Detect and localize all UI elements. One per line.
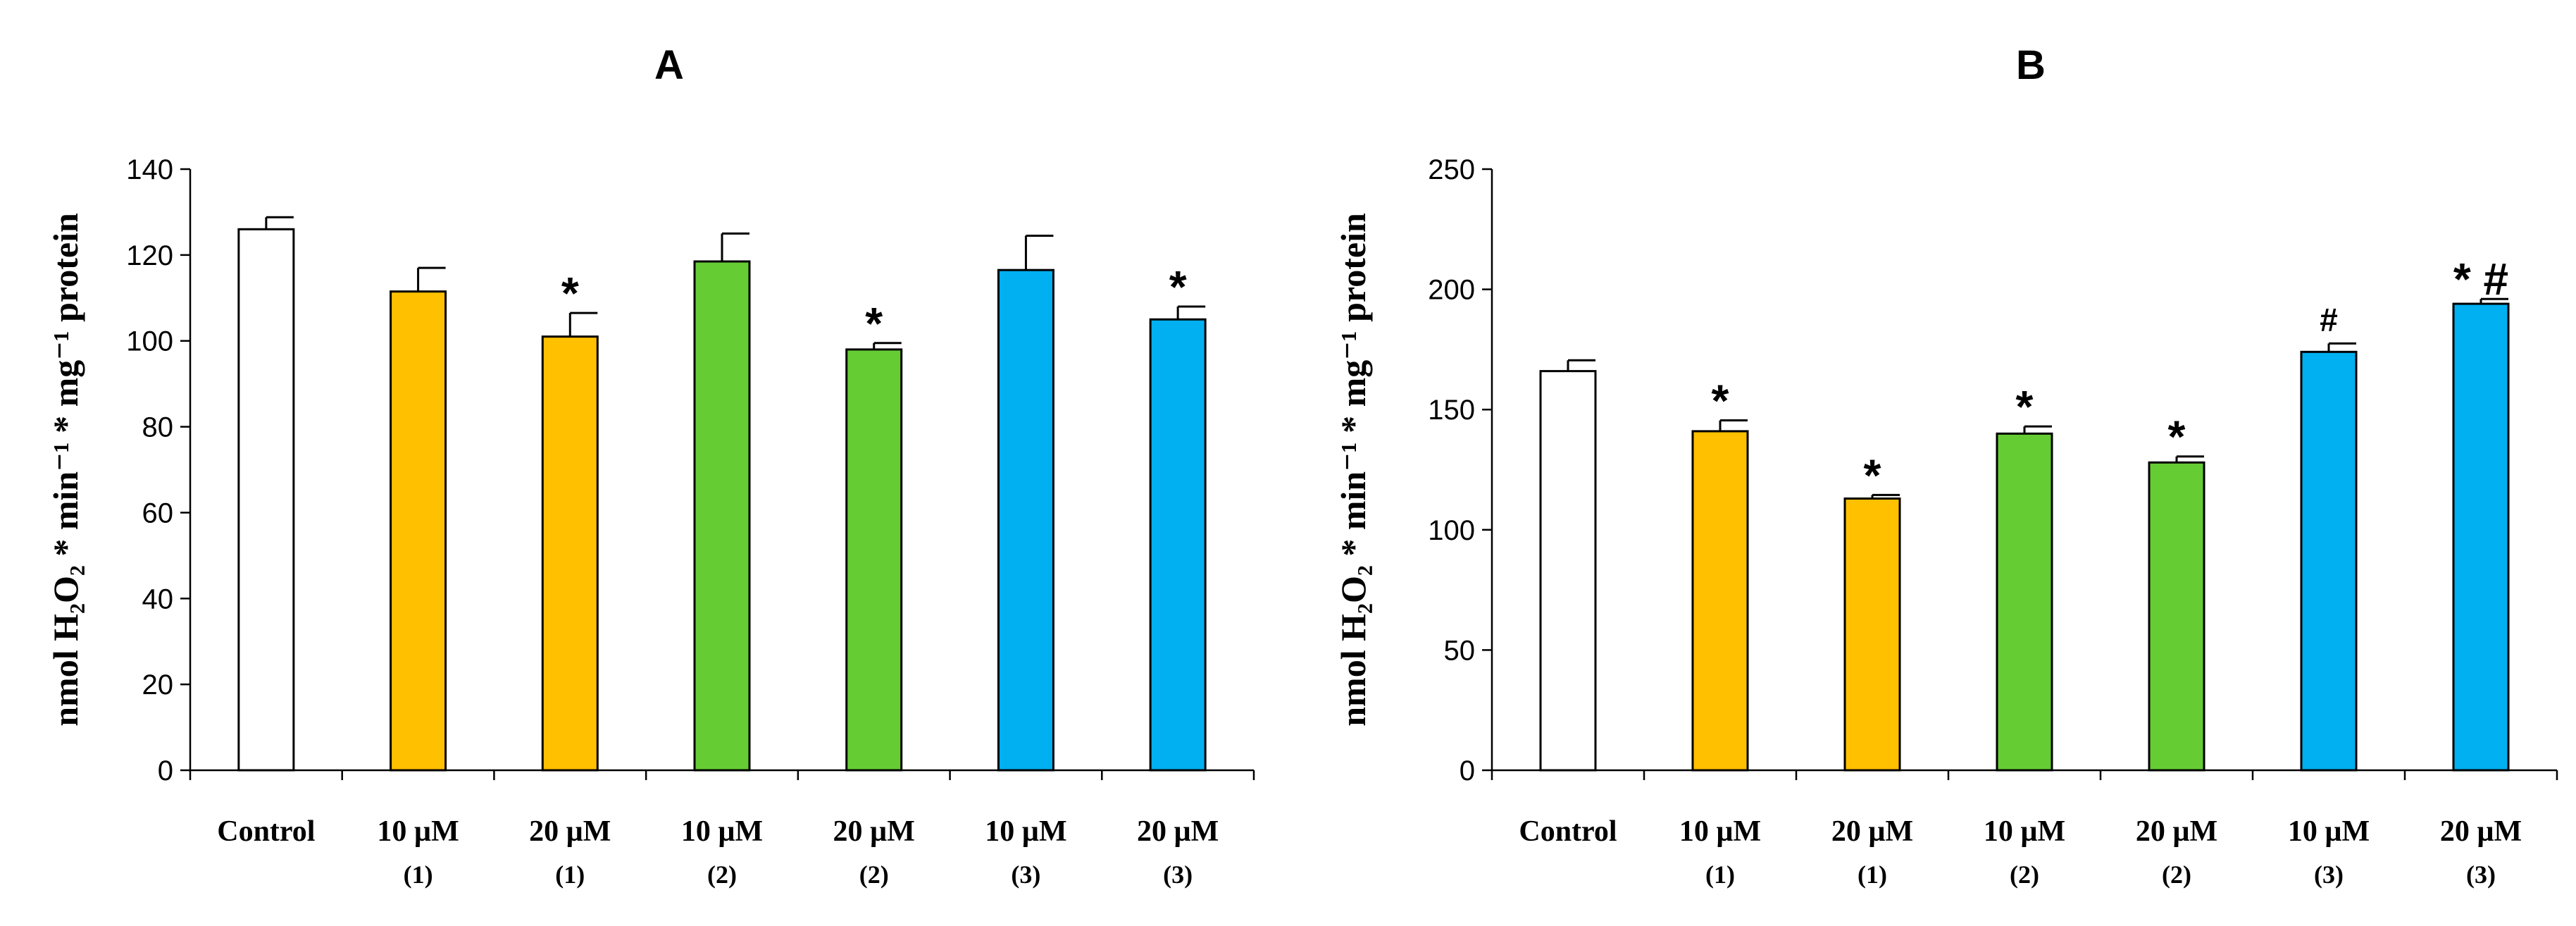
x-tick-sublabel: (1) [1858, 860, 1887, 889]
x-tick-label: 10 µM [2288, 815, 2370, 848]
bar [237, 228, 295, 772]
x-tick-sublabel: (3) [2466, 860, 2496, 889]
y-tick-label: 150 [1428, 395, 1475, 426]
bar [2300, 350, 2358, 772]
x-tick-sublabel: (3) [2314, 860, 2344, 889]
y-tick-label: 0 [158, 755, 173, 786]
x-tick-sublabel: (1) [555, 860, 585, 889]
bar [997, 268, 1054, 772]
bar [1691, 430, 1749, 772]
x-tick-sublabel: (3) [1011, 860, 1040, 889]
bar [2452, 302, 2510, 772]
x-tick-label: Control [217, 815, 315, 848]
x-tick-label: 20 µM [529, 815, 611, 848]
bar [845, 348, 903, 772]
significance-marker: * [1169, 261, 1187, 312]
x-tick-label: 20 µM [2136, 815, 2217, 848]
x-tick-label: 20 µM [1137, 815, 1219, 848]
bar [693, 260, 751, 772]
significance-marker: * [1712, 376, 1729, 426]
significance-marker: * [1864, 450, 1881, 500]
y-tick-label: 120 [126, 240, 173, 271]
y-tick-label: 40 [142, 584, 174, 615]
bar [1539, 370, 1597, 772]
bar [390, 290, 447, 772]
bar [541, 335, 599, 772]
significance-marker: * [2168, 412, 2186, 462]
x-tick-label: 10 µM [985, 815, 1066, 848]
x-tick-sublabel: (2) [859, 860, 889, 889]
y-tick-label: 0 [1460, 755, 1475, 786]
bar [2148, 461, 2205, 772]
y-axis-label: nmol H₂O₂ * min⁻¹ * mg⁻¹ protein [46, 213, 85, 727]
bar [1843, 497, 1901, 772]
y-axis-label: nmol H₂O₂ * min⁻¹ * mg⁻¹ protein [1333, 213, 1373, 727]
x-tick-label: 10 µM [1984, 815, 2065, 848]
bar [1149, 318, 1207, 772]
y-tick-label: 60 [142, 498, 174, 529]
chart-title: A [654, 42, 684, 88]
x-tick-label: 10 µM [377, 815, 459, 848]
x-tick-label: 10 µM [1679, 815, 1761, 848]
x-tick-sublabel: (1) [404, 860, 433, 889]
y-tick-label: 50 [1444, 635, 1476, 666]
x-tick-sublabel: (2) [707, 860, 737, 889]
chart-title: B [2016, 42, 2046, 88]
x-tick-sublabel: (3) [1163, 860, 1193, 889]
x-tick-sublabel: (2) [2010, 860, 2039, 889]
bar [1996, 432, 2053, 772]
y-tick-label: 20 [142, 669, 174, 700]
x-tick-sublabel: (2) [2162, 860, 2191, 889]
x-tick-label: 20 µM [1831, 815, 1913, 848]
x-tick-label: 20 µM [833, 815, 915, 848]
significance-marker: * # [2453, 254, 2508, 304]
y-tick-label: 100 [1428, 515, 1475, 546]
x-tick-label: 10 µM [681, 815, 763, 848]
x-tick-label: 20 µM [2440, 815, 2522, 848]
significance-marker: * [865, 298, 883, 349]
significance-marker: # [2320, 301, 2338, 338]
x-tick-label: Control [1519, 815, 1617, 848]
y-tick-label: 80 [142, 412, 174, 443]
y-tick-label: 250 [1428, 154, 1475, 185]
significance-marker: * [2016, 381, 2034, 432]
y-tick-label: 100 [126, 326, 173, 357]
y-tick-label: 140 [126, 154, 173, 185]
significance-marker: * [561, 268, 579, 319]
y-tick-label: 200 [1428, 275, 1475, 306]
x-tick-sublabel: (1) [1705, 860, 1735, 889]
